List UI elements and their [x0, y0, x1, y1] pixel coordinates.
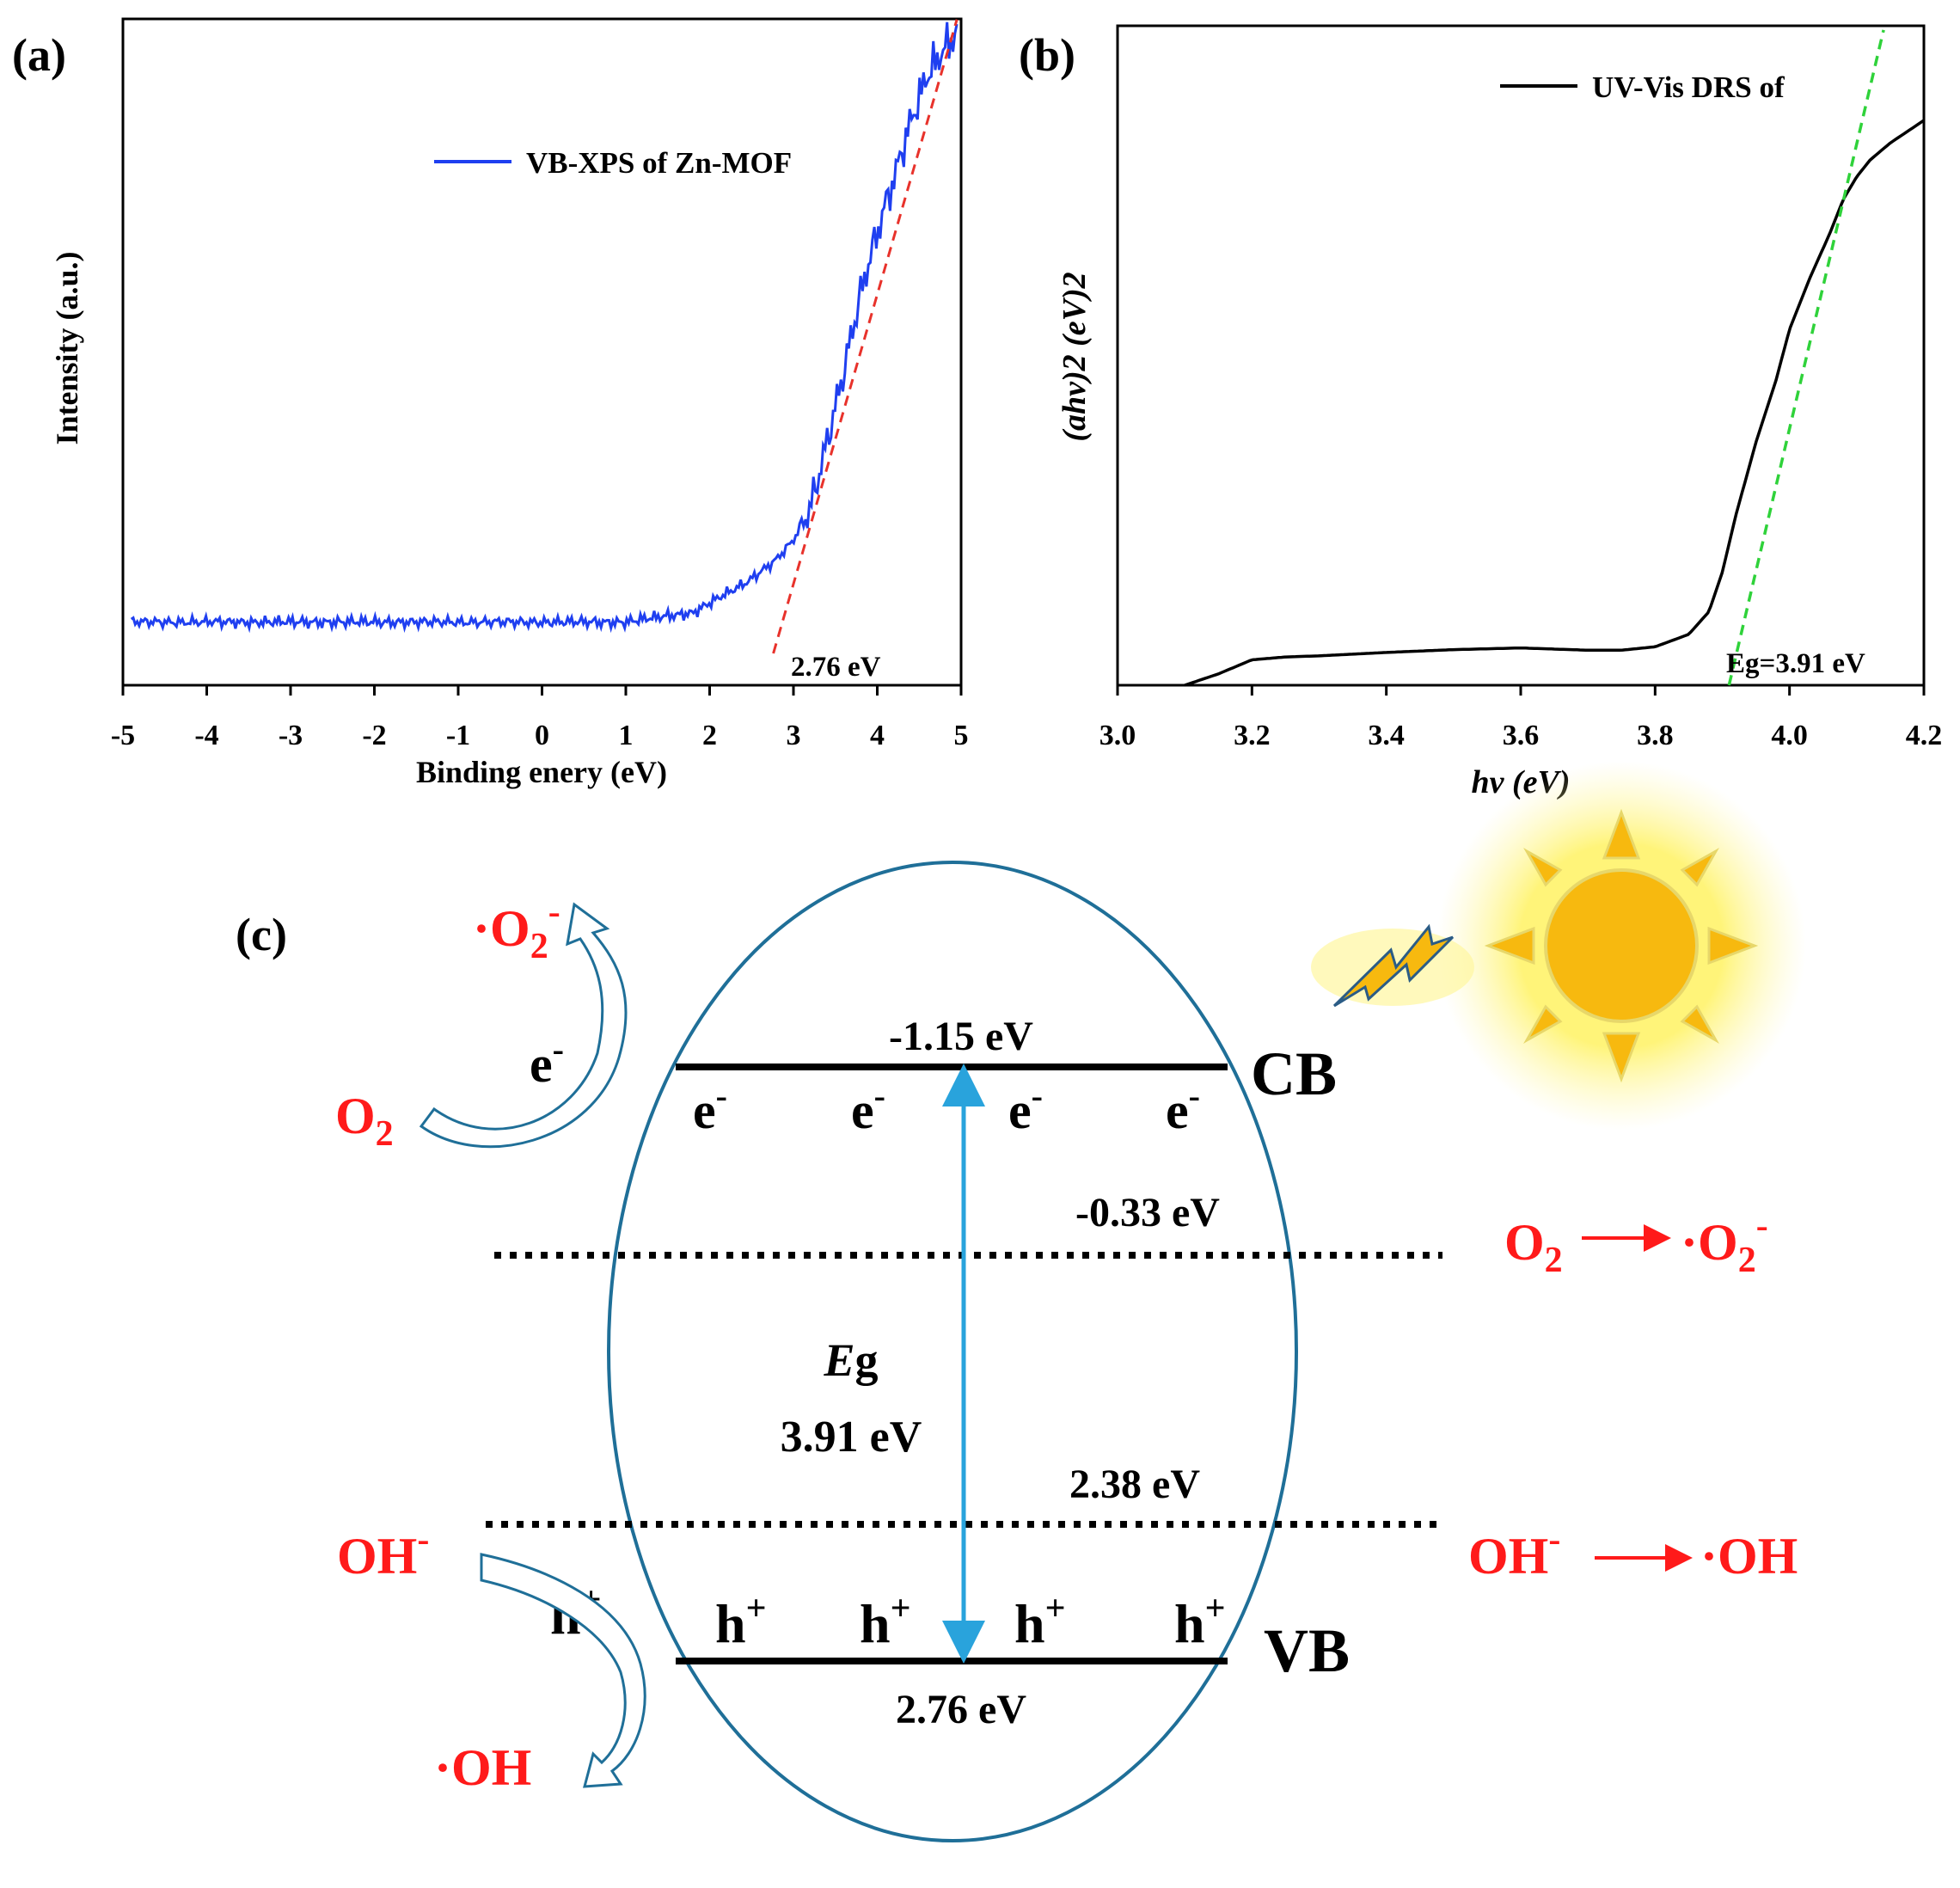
sun-icon — [1436, 761, 1806, 1131]
drs-plot-frame — [1116, 24, 1926, 687]
electron-2: e- — [851, 1076, 885, 1139]
superoxide-product-left: ·O2- — [473, 892, 560, 966]
x-tick-label: -4 — [194, 720, 218, 751]
lightning-icon — [1311, 923, 1474, 1008]
cb-label: CB — [1251, 1039, 1337, 1108]
x-tick-label: 3.8 — [1637, 720, 1674, 751]
hydroxyl-product-right: ·OH — [1700, 1528, 1798, 1585]
electron-group: e- e- e- e- e- — [530, 1030, 1200, 1139]
cb-energy: -1.15 eV — [889, 1014, 1033, 1059]
o2-reduction-arrow — [419, 902, 628, 1149]
electron-3: e- — [1008, 1076, 1043, 1139]
o2-potential-value: -0.33 eV — [1075, 1190, 1220, 1235]
hole-group: h+ h+ h+ h+ h+ — [550, 1580, 1226, 1654]
xps-data-line — [130, 21, 959, 634]
x-tick-label: 3.0 — [1099, 720, 1136, 751]
electron-1: e- — [693, 1076, 727, 1139]
hydroxide-reactant-right: OH- — [1468, 1520, 1560, 1585]
oh-oxidation-arrow — [480, 1553, 646, 1788]
vb-label: VB — [1264, 1616, 1350, 1685]
drs-x-ticks: 3.0 3.2 3.4 3.6 3.8 4.0 4.2 — [1099, 685, 1943, 751]
hydroxyl-product-left: ·OH — [434, 1739, 531, 1796]
x-tick-label: 3 — [787, 720, 801, 751]
band-gap-label: Eg — [823, 1334, 878, 1386]
x-tick-label: -3 — [279, 720, 303, 751]
drs-fit-line — [1727, 29, 1885, 686]
band-gap-value: 3.91 eV — [781, 1413, 922, 1462]
semiconductor-ellipse — [607, 861, 1298, 1842]
x-tick-label: 0 — [535, 720, 549, 751]
left-species: ·O2- O2 OH- ·OH — [335, 892, 560, 1796]
panel-label-c: (c) — [236, 909, 287, 960]
drs-legend-label: UV-Vis DRS of — [1592, 70, 1785, 104]
xps-chart: -5 -4 -3 -2 -1 0 1 2 3 4 5 VB-XPS of Zn-MOF 2.76 e… — [50, 17, 969, 789]
x-tick-label: 3.2 — [1234, 720, 1271, 751]
drs-y-axis-label: (ahv)2 (eV)2 — [1057, 272, 1093, 441]
x-tick-label: 3.6 — [1503, 720, 1540, 751]
hydroxide-reactant-left: OH- — [337, 1520, 429, 1585]
superoxide-product-right: ·O2- — [1681, 1206, 1768, 1280]
x-tick-label: 3.4 — [1368, 720, 1405, 751]
hole-3: h+ — [1014, 1589, 1066, 1654]
xps-plot-frame — [121, 17, 963, 687]
x-tick-label: 5 — [954, 720, 969, 751]
panel-label-b: (b) — [1019, 29, 1075, 81]
x-tick-label: 2 — [702, 720, 717, 751]
hole-4: h+ — [1174, 1589, 1226, 1654]
xps-x-axis-label: Binding enery (eV) — [416, 755, 667, 789]
drs-chart: 3.0 3.2 3.4 3.6 3.8 4.0 4.2 UV-Vis DRS of Eg=3… — [1057, 24, 1943, 800]
x-tick-label: 4 — [870, 720, 885, 751]
xps-fit-line — [772, 19, 959, 654]
oxygen-reactant-right: O2 — [1504, 1214, 1563, 1280]
x-tick-label: 4.2 — [1906, 720, 1943, 751]
x-tick-label: 4.0 — [1771, 720, 1808, 751]
electron-4: e- — [1166, 1076, 1200, 1139]
x-tick-label: -5 — [111, 720, 135, 751]
x-tick-label: -2 — [362, 720, 386, 751]
oxygen-reactant-left: O2 — [335, 1088, 394, 1154]
right-reactions: O2 ·O2- OH- ·OH — [1468, 1206, 1798, 1585]
hole-2: h+ — [860, 1589, 911, 1654]
x-tick-label: 1 — [619, 720, 634, 751]
xps-y-axis-label: Intensity (a.u.) — [50, 251, 84, 444]
hole-1: h+ — [715, 1589, 767, 1654]
drs-data-line — [1184, 119, 1925, 687]
panel-label-a: (a) — [12, 29, 66, 81]
oh-potential-value: 2.38 eV — [1069, 1462, 1200, 1507]
electron-transfer: e- — [530, 1030, 564, 1093]
xps-annotation: 2.76 eV — [791, 652, 881, 683]
xps-x-ticks: -5 -4 -3 -2 -1 0 1 2 3 4 5 — [111, 685, 969, 751]
drs-annotation: Eg=3.91 eV — [1726, 648, 1865, 679]
xps-legend-label: VB-XPS of Zn-MOF — [526, 146, 792, 180]
x-tick-label: -1 — [446, 720, 470, 751]
vb-energy: 2.76 eV — [896, 1687, 1026, 1732]
